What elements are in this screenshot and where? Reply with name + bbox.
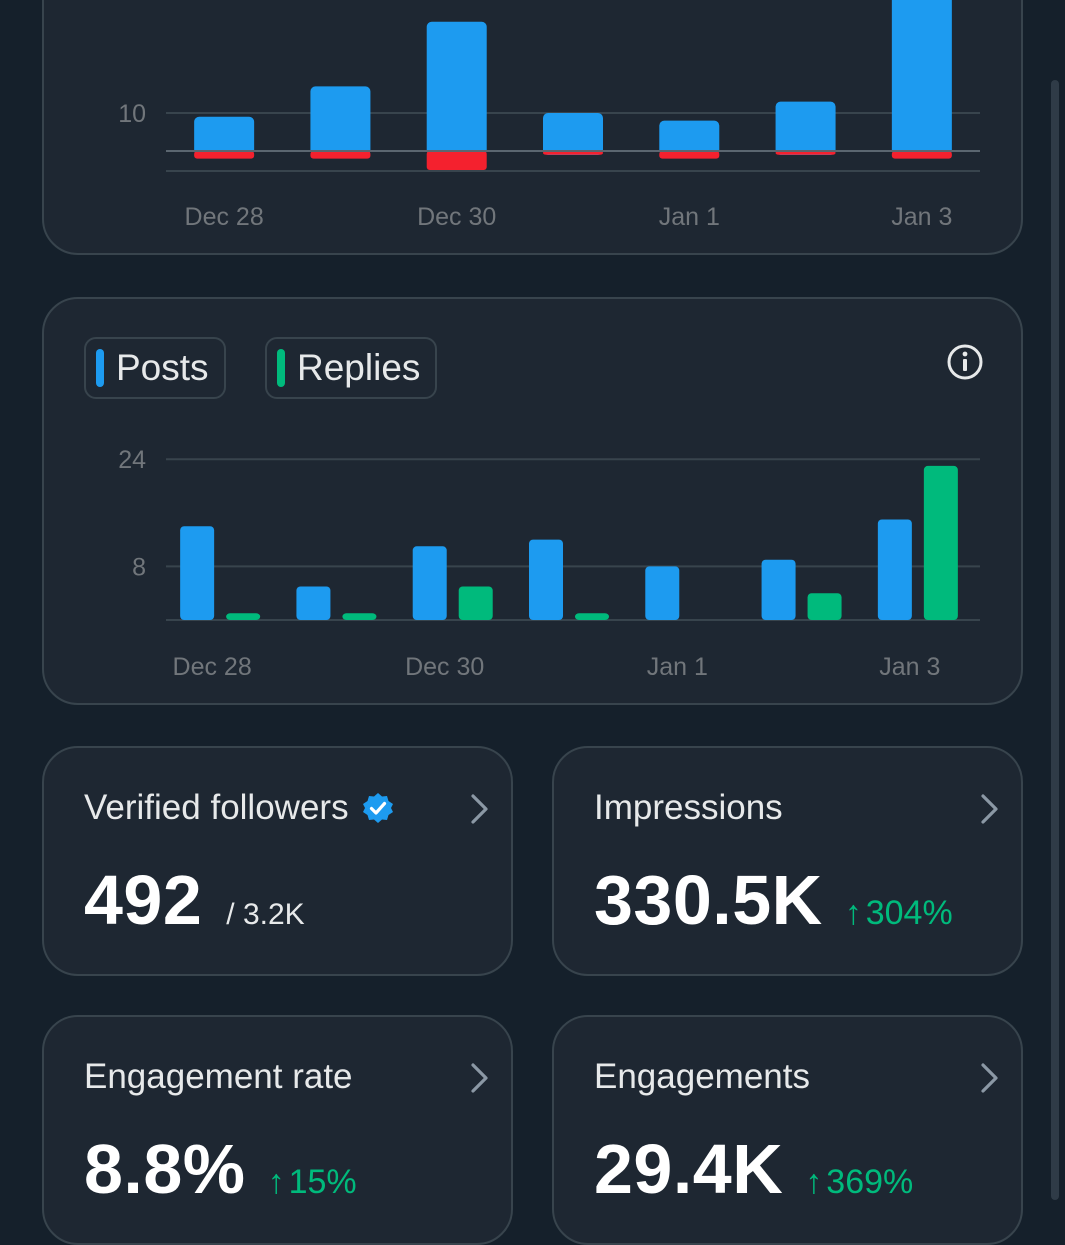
impressions-value: 330.5K xyxy=(594,861,823,939)
bar-replies xyxy=(458,586,493,620)
bar-positive xyxy=(426,21,487,155)
bar-posts xyxy=(877,519,912,620)
y-tick-label: 43 xyxy=(118,0,146,3)
bar-posts xyxy=(296,586,331,620)
engagement-rate-delta-value: 15% xyxy=(288,1163,357,1201)
bar-posts xyxy=(180,526,215,620)
verified-badge-icon xyxy=(362,793,393,823)
total-followers-value: / 3.2K xyxy=(226,898,305,931)
x-tick-label: Jan 1 xyxy=(647,653,708,681)
bar-positive xyxy=(194,116,255,155)
x-tick-label: Dec 28 xyxy=(185,203,264,231)
engagement-rate-value: 8.8% xyxy=(84,1130,246,1208)
y-tick-label: 24 xyxy=(118,446,146,474)
engagements-title: Engagements xyxy=(594,1057,810,1096)
scrollbar[interactable] xyxy=(1051,80,1059,1200)
engagement-rate-delta: ↑ 15% xyxy=(268,1163,357,1202)
engagements-value: 29.4K xyxy=(594,1130,784,1208)
x-tick-label: Jan 3 xyxy=(879,653,940,681)
x-tick-label: Dec 30 xyxy=(417,203,496,231)
bar-replies xyxy=(226,613,261,620)
bar-posts xyxy=(645,566,680,620)
engagements-delta: ↑ 369% xyxy=(805,1163,913,1202)
x-tick-label: Dec 28 xyxy=(173,653,252,681)
up-arrow-icon: ↑ xyxy=(805,1163,823,1201)
bar-positive xyxy=(310,86,371,155)
bar-negative xyxy=(659,151,720,159)
top-chart-card: 43 10 Dec 28 Dec 30 Jan 1 Jan 3 xyxy=(42,0,1023,255)
up-arrow-icon: ↑ xyxy=(267,1163,285,1201)
x-tick-label: Jan 1 xyxy=(659,203,720,231)
info-icon[interactable] xyxy=(946,343,984,381)
y-tick-label: 8 xyxy=(132,553,146,581)
verified-followers-value: 492 xyxy=(84,861,203,939)
x-tick-label: Jan 3 xyxy=(891,203,952,231)
legend-replies[interactable]: Replies xyxy=(265,337,437,399)
x-tick-label: Dec 30 xyxy=(405,653,484,681)
bar-negative xyxy=(194,151,255,159)
bar-replies xyxy=(923,465,958,620)
engagement-rate-title: Engagement rate xyxy=(84,1057,353,1096)
chevron-right-icon[interactable] xyxy=(979,792,1001,826)
bar-posts xyxy=(412,546,447,620)
bar-posts xyxy=(529,539,563,620)
bar-positive xyxy=(543,113,603,155)
bar-positive xyxy=(775,101,836,155)
posts-replies-chart-card: Posts Replies 24 8 Dec 28 Dec 30 Jan 1 Jan 3 xyxy=(42,297,1023,705)
legend-replies-label: Replies xyxy=(297,347,421,388)
posts-swatch xyxy=(96,349,104,387)
chevron-right-icon[interactable] xyxy=(469,1061,491,1095)
up-arrow-icon: ↑ xyxy=(844,894,862,932)
bar-negative xyxy=(426,151,487,170)
bar-posts xyxy=(761,559,796,620)
impressions-card[interactable]: Impressions 330.5K ↑ 304% xyxy=(552,746,1023,976)
impressions-delta: ↑ 304% xyxy=(845,894,953,933)
bar-replies xyxy=(575,613,609,620)
impressions-delta-value: 304% xyxy=(865,894,953,932)
bar-replies xyxy=(807,593,842,620)
engagements-card[interactable]: Engagements 29.4K ↑ 369% xyxy=(552,1015,1023,1245)
chevron-right-icon[interactable] xyxy=(979,1061,1001,1095)
engagement-rate-card[interactable]: Engagement rate 8.8% ↑ 15% xyxy=(42,1015,513,1245)
bar-positive xyxy=(891,0,952,155)
verified-followers-card[interactable]: Verified followers 492 / 3.2K xyxy=(42,746,513,976)
bar-negative xyxy=(891,151,952,159)
legend-posts[interactable]: Posts xyxy=(84,337,226,399)
bar-negative xyxy=(310,151,371,159)
bar-replies xyxy=(342,613,377,620)
bar-positive xyxy=(659,120,720,155)
engagements-delta-value: 369% xyxy=(826,1163,914,1201)
impressions-title: Impressions xyxy=(594,788,783,827)
top-bar-chart: 43 10 Dec 28 Dec 30 Jan 1 Jan 3 xyxy=(118,0,980,231)
legend-posts-label: Posts xyxy=(116,347,209,388)
posts-replies-bar-chart: 24 8 Dec 28 Dec 30 Jan 1 Jan 3 xyxy=(118,446,980,681)
chevron-right-icon[interactable] xyxy=(469,792,491,826)
verified-followers-title: Verified followers xyxy=(84,788,349,827)
y-tick-label: 10 xyxy=(118,100,146,128)
replies-swatch xyxy=(277,349,285,387)
